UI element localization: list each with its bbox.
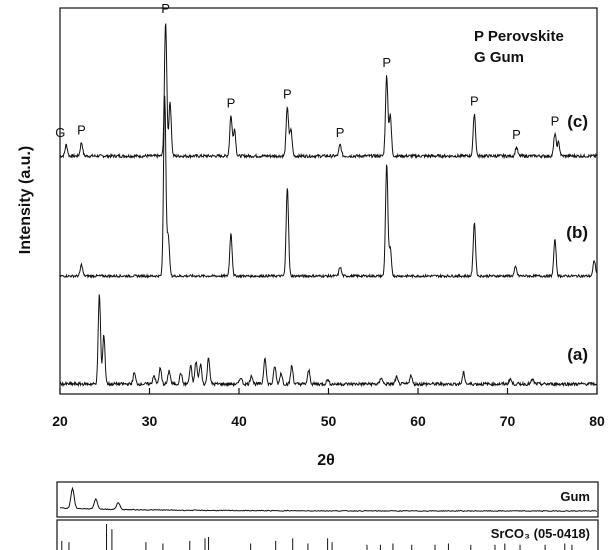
x-tick-label: 80 [589, 413, 605, 429]
peak-label-P: P [470, 93, 479, 108]
x-tick-label: 30 [142, 413, 158, 429]
trace-line-2 [59, 294, 597, 388]
trace-line-0 [59, 23, 597, 160]
gum-panel-frame [56, 481, 599, 518]
peak-label-P: P [336, 125, 345, 140]
gum-reference-trace [60, 486, 598, 513]
peak-label-P: P [382, 55, 391, 70]
gum-panel-label: Gum [560, 489, 590, 504]
srco3-reference-sticks [61, 524, 573, 550]
x-tick-label: 60 [410, 413, 426, 429]
peak-label-P: P [161, 1, 170, 16]
trace-labels: (c) (b) (a) [566, 112, 588, 364]
peak-label-P: P [77, 123, 86, 138]
peak-label-G: G [55, 125, 65, 140]
legend-item-perovskite: P Perovskite [474, 28, 564, 45]
diffraction-traces [59, 23, 597, 388]
legend: P Perovskite G Gum [474, 28, 564, 66]
peak-label-P: P [551, 114, 560, 129]
x-tick-label: 40 [231, 413, 247, 429]
x-tick-label: 50 [321, 413, 337, 429]
trace-line-1 [59, 95, 597, 279]
peak-label-P: P [283, 87, 292, 102]
x-tick-label: 70 [500, 413, 516, 429]
y-axis-title: Intensity (a.u.) [17, 146, 34, 254]
x-tick-label: 20 [52, 413, 68, 429]
trace-label-0: (c) [567, 112, 588, 131]
srco3-panel-frame [56, 519, 599, 550]
gum-trace-line [60, 486, 598, 513]
trace-label-2: (a) [567, 345, 588, 364]
peak-label-P: P [512, 127, 521, 142]
srco3-panel-label: SrCO₃ (05-0418) [491, 526, 590, 541]
legend-item-gum: G Gum [474, 49, 524, 66]
trace-label-1: (b) [566, 223, 588, 242]
x-axis: 20 30 40 50 60 70 80 [52, 388, 605, 429]
peak-label-P: P [227, 96, 236, 111]
x-axis-title: 2θ [317, 452, 335, 469]
